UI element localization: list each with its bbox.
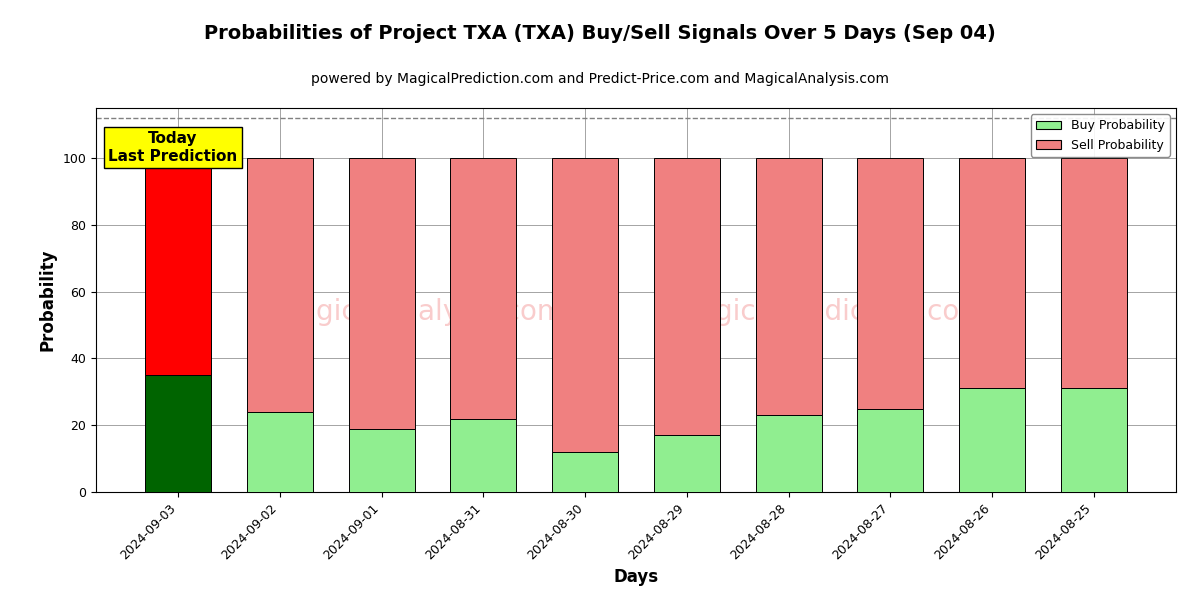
Text: MagicalPrediction.com: MagicalPrediction.com: [674, 298, 986, 326]
Legend: Buy Probability, Sell Probability: Buy Probability, Sell Probability: [1031, 114, 1170, 157]
Bar: [450, 158, 516, 419]
Text: Probabilities of Project TXA (TXA) Buy/Sell Signals Over 5 Days (Sep 04): Probabilities of Project TXA (TXA) Buy/S…: [204, 24, 996, 43]
Bar: [857, 409, 924, 492]
Bar: [857, 158, 924, 409]
Bar: [552, 452, 618, 492]
Bar: [756, 158, 822, 415]
Bar: [1061, 388, 1127, 492]
Bar: [756, 415, 822, 492]
Bar: [247, 412, 313, 492]
Bar: [145, 158, 211, 375]
Text: powered by MagicalPrediction.com and Predict-Price.com and MagicalAnalysis.com: powered by MagicalPrediction.com and Pre…: [311, 72, 889, 86]
X-axis label: Days: Days: [613, 568, 659, 586]
Bar: [959, 158, 1025, 388]
Bar: [1061, 158, 1127, 388]
Bar: [654, 435, 720, 492]
Y-axis label: Probability: Probability: [38, 249, 56, 351]
Bar: [959, 388, 1025, 492]
Bar: [552, 158, 618, 452]
Bar: [654, 158, 720, 435]
Bar: [348, 158, 415, 428]
Bar: [145, 375, 211, 492]
Bar: [348, 428, 415, 492]
Bar: [247, 158, 313, 412]
Text: MagicalAnalysis.com: MagicalAnalysis.com: [276, 298, 564, 326]
Bar: [450, 419, 516, 492]
Text: Today
Last Prediction: Today Last Prediction: [108, 131, 238, 164]
